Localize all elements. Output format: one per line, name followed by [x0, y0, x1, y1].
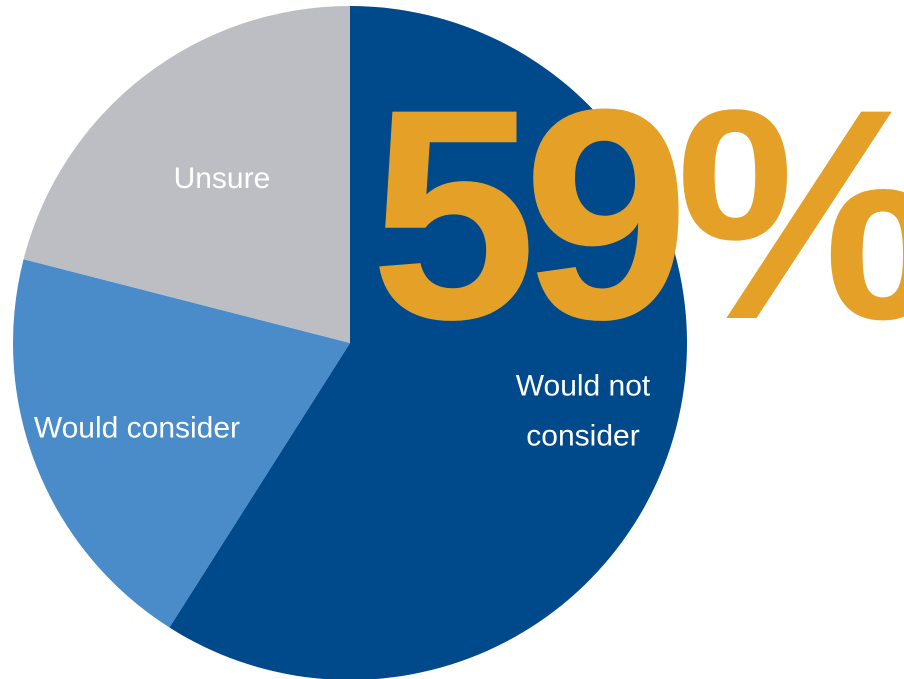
pie-slice-would-consider: [13, 259, 351, 628]
highlight-percentage: 59%: [370, 46, 904, 382]
pie-labels: Would not consider Would consider Unsure: [34, 162, 651, 453]
pie-slice-label: Unsure: [174, 162, 271, 195]
pie-slices: [13, 6, 687, 679]
pie-slice-label: Would not consider: [516, 370, 651, 453]
pie-slice-would-not-consider: [169, 6, 687, 679]
pie-slice-label: Would consider: [34, 411, 240, 444]
pie-slice-unsure: [23, 6, 351, 343]
